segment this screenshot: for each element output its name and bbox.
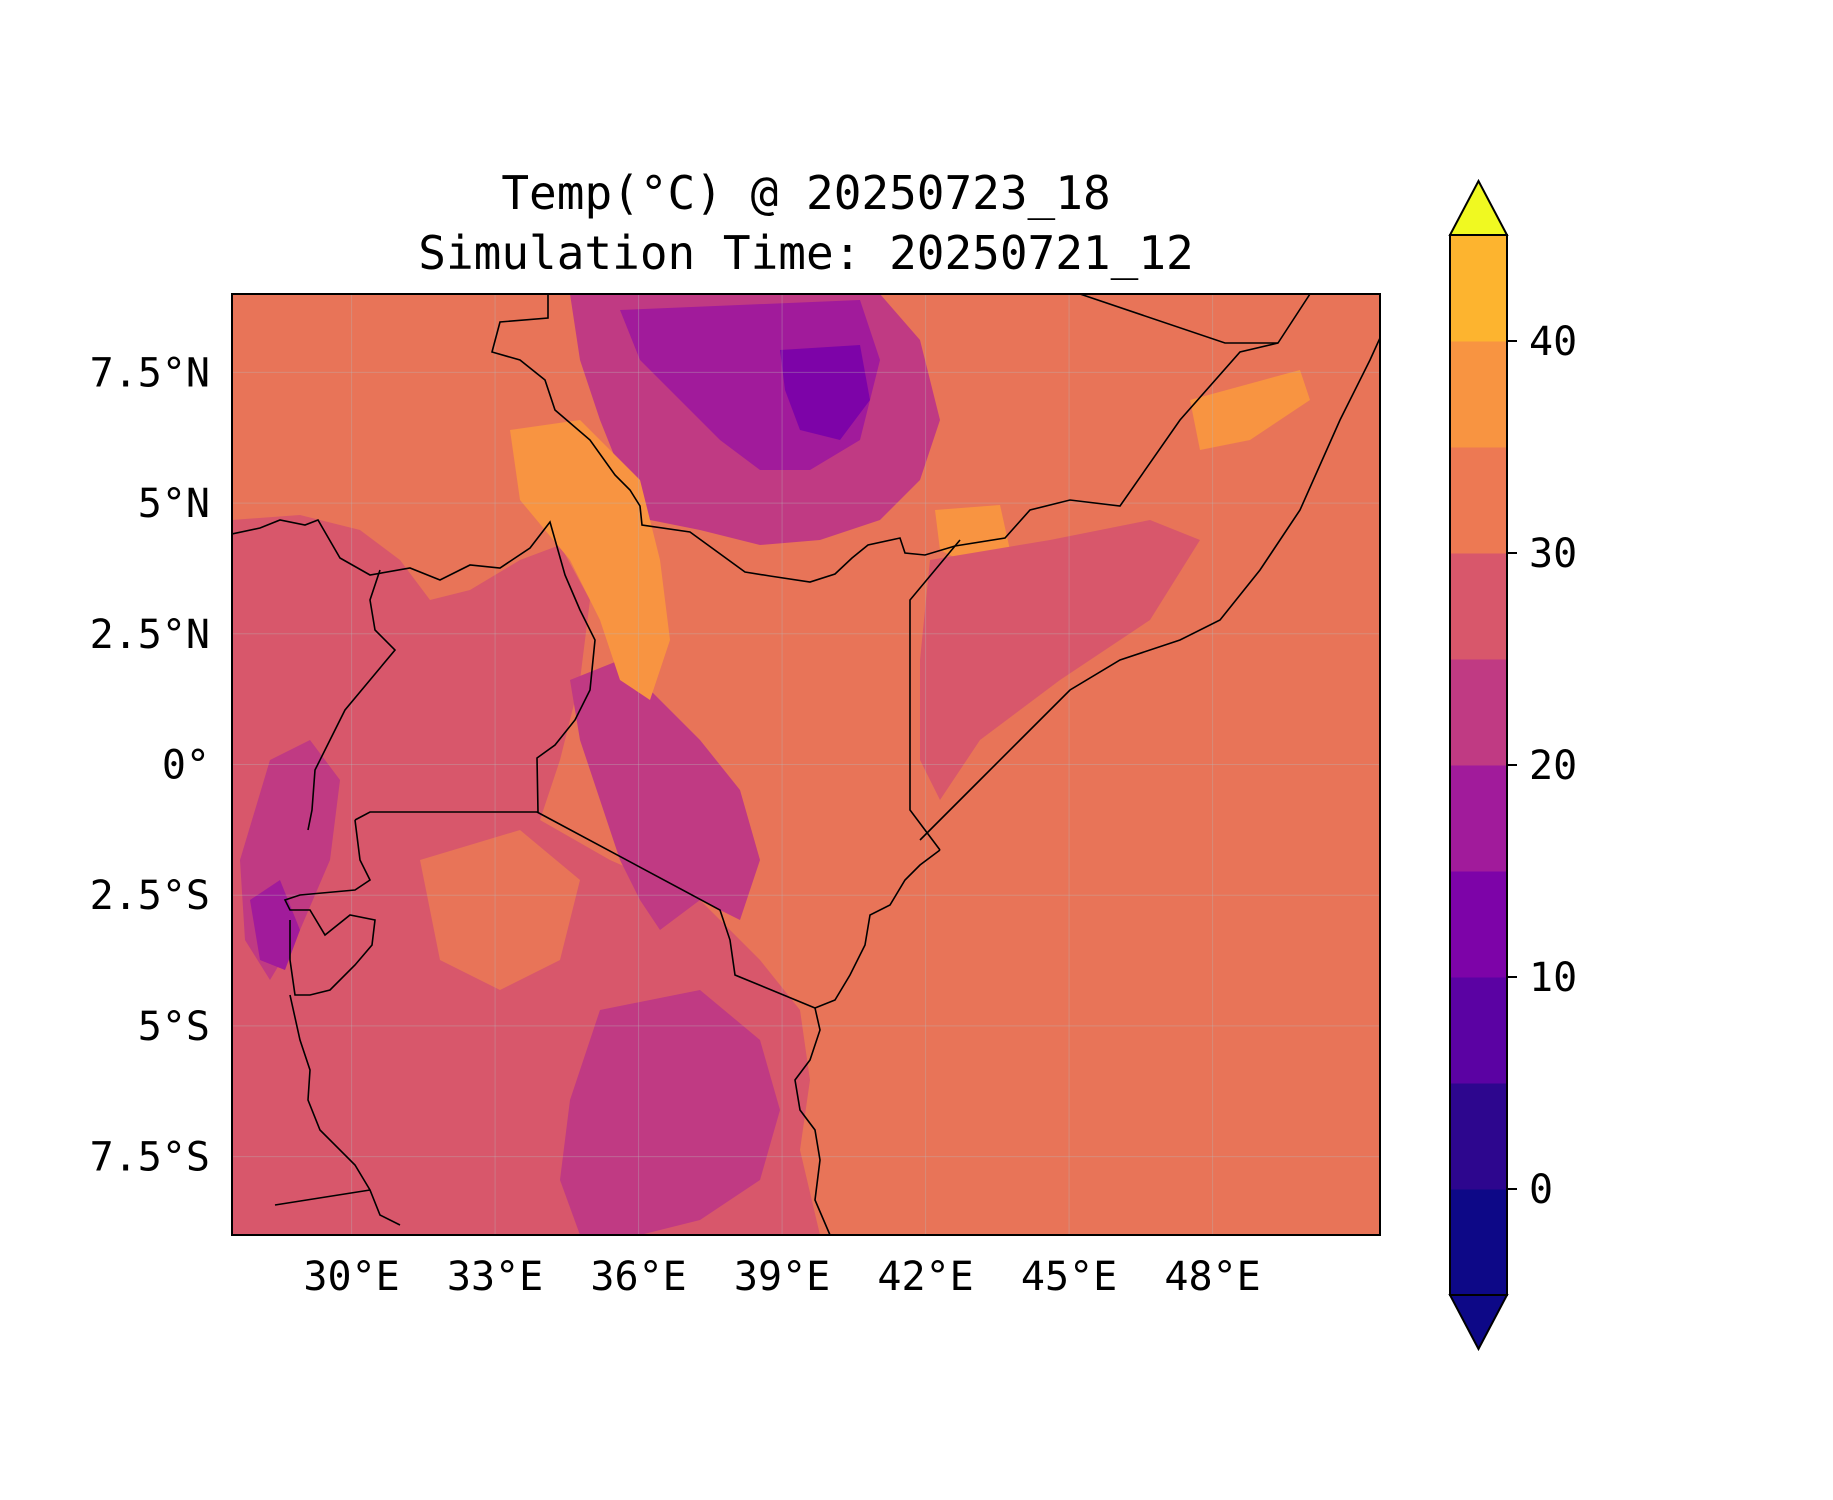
- country-borders: [232, 294, 1380, 1235]
- colorbar-segment: [1450, 553, 1507, 660]
- y-tick-label: 7.5°N: [90, 350, 210, 396]
- colorbar-segment: [1450, 659, 1507, 766]
- border-south-sudan-ethiopia: [491, 294, 1279, 583]
- colorbar-tick-label: 40: [1529, 319, 1577, 365]
- x-axis-ticks: 30°E 33°E 36°E 39°E 42°E 45°E 48°E: [303, 1254, 1260, 1300]
- colorbar-segment: [1450, 765, 1507, 872]
- chart-title-line1: Temp(°C) @ 20250723_18: [501, 166, 1110, 220]
- map-frame: [231, 293, 1381, 1236]
- colorbar-segment: [1450, 871, 1507, 978]
- border-drc-uganda-west: [307, 569, 397, 831]
- gridlines: [232, 294, 1380, 1235]
- y-tick-label: 5°S: [138, 1004, 210, 1050]
- temp-region-tanzania-warm: [420, 830, 580, 990]
- border-tanzania-kenya: [536, 811, 816, 1009]
- y-tick-label: 2.5°N: [90, 612, 210, 658]
- colorbar-segment: [1450, 447, 1507, 554]
- y-tick-label: 2.5°S: [90, 873, 210, 919]
- colorbar-segment: [1450, 1189, 1507, 1296]
- chart-title-line2: Simulation Time: 20250721_12: [418, 226, 1193, 280]
- colorbar-extend-low: [1448, 1294, 1509, 1352]
- colorbar-segment: [1450, 1083, 1507, 1190]
- x-tick-label: 48°E: [1164, 1254, 1260, 1300]
- temp-region-somalia-warm: [1190, 370, 1310, 450]
- y-tick-label: 5°N: [138, 481, 210, 527]
- temp-region-east-african-highlands: [570, 660, 760, 930]
- x-tick-label: 39°E: [734, 1254, 830, 1300]
- colorbar-extend-high: [1448, 178, 1509, 236]
- y-tick-label: 0°: [162, 743, 210, 789]
- border-kenya-somalia: [909, 539, 961, 851]
- border-somalia-coast-north: [919, 337, 1380, 841]
- temperature-map: [232, 294, 1380, 1235]
- x-tick-label: 30°E: [303, 1254, 399, 1300]
- colorbar: 0 10 20 30 40: [1448, 178, 1577, 1352]
- colorbar-tick-label: 20: [1529, 743, 1577, 789]
- colorbar-segment: [1450, 235, 1507, 342]
- y-tick-label: 7.5°S: [90, 1135, 210, 1181]
- colorbar-tick-label: 10: [1529, 955, 1577, 1001]
- temp-region-highlands-cold: [780, 345, 870, 440]
- border-kenya-coast: [814, 849, 941, 1009]
- colorbar-segment: [1450, 341, 1507, 448]
- border-rwanda-burundi: [283, 819, 376, 996]
- y-axis-ticks: 7.5°N 5°N 2.5°N 0° 2.5°S 5°S 7.5°S: [90, 350, 210, 1180]
- x-tick-label: 45°E: [1021, 1254, 1117, 1300]
- border-sudan-ethiopia-north: [1079, 294, 1311, 344]
- colorbar-tick-label: 0: [1529, 1167, 1553, 1213]
- temp-region-coastal-plain: [920, 520, 1200, 800]
- colorbar-tick-label: 30: [1529, 531, 1577, 577]
- x-tick-label: 33°E: [447, 1254, 543, 1300]
- x-tick-label: 42°E: [877, 1254, 973, 1300]
- border-lake-tanganyika: [289, 994, 401, 1226]
- temp-region-southern-highlands: [560, 990, 780, 1235]
- border-zambia: [274, 1189, 371, 1206]
- border-uganda: [232, 519, 596, 821]
- temp-region-rift-cold: [250, 880, 300, 970]
- x-tick-label: 36°E: [590, 1254, 686, 1300]
- colorbar-segment: [1450, 977, 1507, 1084]
- border-tanzania-coast: [794, 1007, 831, 1235]
